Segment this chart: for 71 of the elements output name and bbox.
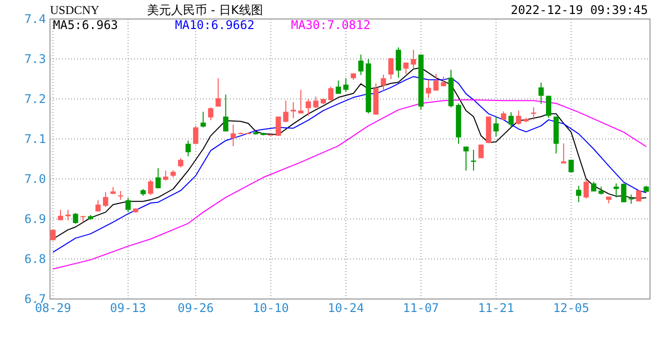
x-tick-label: 10-24	[328, 301, 364, 315]
candlestick	[388, 58, 394, 80]
x-tick-label: 09-13	[110, 301, 146, 315]
candlestick	[591, 181, 596, 192]
candlestick	[230, 124, 236, 147]
chart-subtitle: USDCNY	[50, 3, 100, 17]
candlestick	[561, 142, 566, 164]
candlestick	[186, 140, 191, 157]
candlestick	[530, 106, 536, 120]
y-tick-label: 7.4	[24, 12, 46, 26]
candlestick	[313, 96, 318, 109]
x-tick-label: 11-07	[402, 301, 440, 315]
y-tick-label: 7.3	[24, 52, 46, 66]
candlestick	[478, 144, 484, 159]
text: MA30:7.0812	[291, 18, 370, 32]
x-tick-label: 11-21	[478, 301, 514, 315]
candlestick	[628, 194, 634, 204]
y-tick-label: 6.8	[24, 252, 46, 266]
candlestick	[426, 79, 432, 98]
candlestick	[403, 62, 409, 74]
candlestick	[493, 116, 499, 138]
candlestick	[614, 182, 619, 198]
x-tick-label: 09-26	[178, 301, 214, 315]
y-tick-label: 7.1	[24, 132, 46, 146]
candlestick	[208, 106, 214, 121]
candlestick	[410, 49, 416, 70]
x-tick-label: 12-05	[553, 301, 590, 315]
y-tick-label: 6.9	[24, 212, 46, 226]
candlestick	[72, 212, 78, 224]
candlestick	[463, 146, 469, 172]
y-tick-label: 7.0	[24, 172, 46, 186]
candlestick	[396, 46, 402, 78]
candlestick	[276, 116, 281, 136]
candlestick	[290, 102, 296, 119]
candlestick	[358, 54, 364, 76]
candlestick	[95, 200, 101, 212]
candlestick	[193, 125, 198, 145]
candlestick	[148, 179, 154, 196]
candlestick	[470, 149, 476, 172]
candlestick	[584, 179, 589, 200]
candlestick	[516, 110, 522, 126]
candlestick	[102, 192, 108, 208]
candlestick	[283, 100, 288, 123]
text: 2022-12-19 09:39:45	[510, 3, 648, 17]
candlestick	[178, 158, 184, 168]
candlestick	[118, 190, 124, 200]
candlestick	[576, 185, 582, 203]
candlestick	[216, 78, 221, 108]
text: MA5:6.963	[53, 18, 118, 32]
text: MA10:6.9662	[175, 18, 254, 32]
candlestick	[336, 80, 341, 94]
candlestick	[306, 98, 311, 116]
candlestick	[508, 112, 514, 128]
candlestick	[433, 73, 439, 92]
chart-title: 美元人民币 - 日K线图	[147, 3, 263, 17]
candlestick	[200, 111, 206, 128]
line-series	[52, 99, 647, 270]
candlestick	[636, 189, 642, 202]
candlestick	[298, 89, 304, 114]
candlestick	[546, 95, 552, 118]
x-tick-label: 10-10	[252, 301, 289, 315]
candlestick	[223, 94, 228, 132]
candlestick	[343, 78, 348, 92]
candlestick	[125, 197, 131, 213]
y-tick-label: 7.2	[24, 92, 46, 106]
candlestick	[156, 168, 161, 189]
candlestick	[163, 170, 168, 182]
candlestick	[380, 74, 386, 92]
candlestick	[538, 82, 544, 104]
candlestick	[621, 182, 626, 203]
candlestick	[328, 86, 334, 101]
